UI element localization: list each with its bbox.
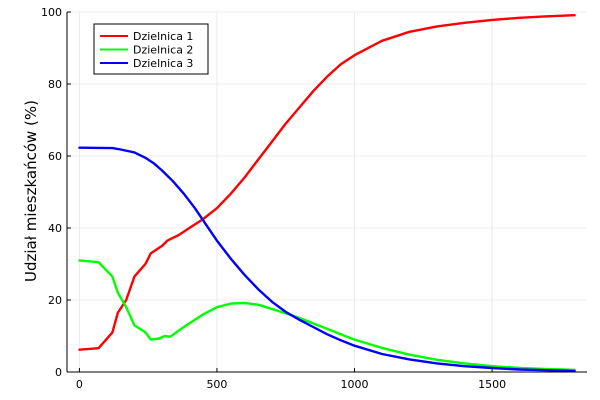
x-tick-label: 0: [76, 378, 83, 391]
series-line-1: [78, 13, 576, 351]
y-tick-label: 0: [55, 366, 62, 379]
y-tick-label: 100: [41, 6, 62, 19]
y-tick-label: 40: [48, 222, 62, 235]
tick-labels: 0 500 1000 1500 0 20 40 60 80 100: [41, 6, 506, 391]
x-tick-label: 1500: [478, 378, 506, 391]
series-line-3: [78, 146, 576, 373]
series-lines: [78, 13, 576, 373]
legend-entry: Dzielnica 3: [133, 57, 193, 70]
y-tick-label: 20: [48, 294, 62, 307]
y-axis-title: Udział mieszkańców (%): [22, 100, 40, 282]
series-line-2: [78, 259, 576, 371]
x-tick-label: 1000: [341, 378, 369, 391]
y-tick-label: 80: [48, 78, 62, 91]
x-tick-label: 500: [206, 378, 227, 391]
legend-entry: Dzielnica 1: [133, 30, 193, 43]
legend-entry: Dzielnica 2: [133, 44, 193, 57]
axes: [66, 11, 587, 373]
y-tick-label: 60: [48, 150, 62, 163]
